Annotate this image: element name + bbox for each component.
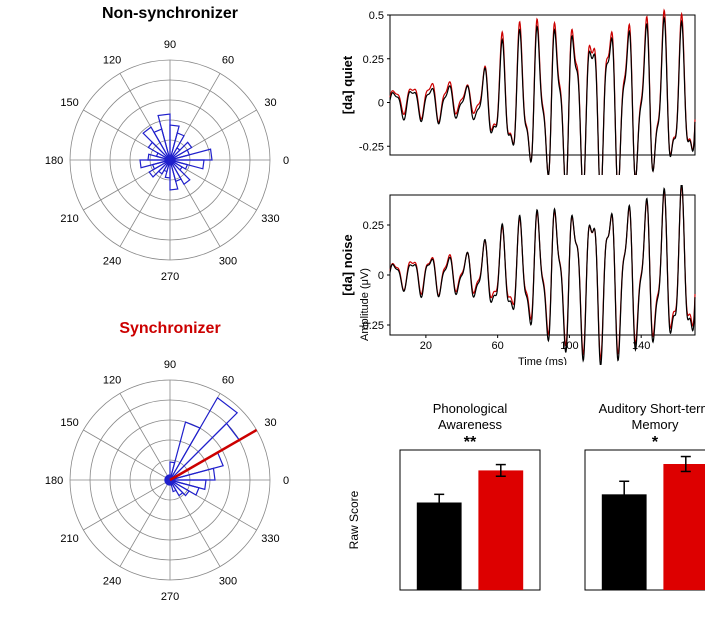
svg-text:120: 120 [103,55,121,67]
svg-text:240: 240 [103,575,121,587]
svg-text:Amplitude (μV): Amplitude (μV) [359,268,371,341]
svg-text:210: 210 [60,213,78,225]
svg-text:0.25: 0.25 [363,54,384,66]
svg-text:180: 180 [45,475,63,487]
svg-text:330: 330 [261,533,279,545]
svg-text:180: 180 [45,155,63,167]
svg-text:270: 270 [161,271,179,283]
svg-text:30: 30 [264,417,276,429]
svg-text:60: 60 [222,55,234,67]
svg-text:270: 270 [161,591,179,603]
svg-text:[da] noise: [da] noise [340,234,355,295]
svg-text:120: 120 [103,375,121,387]
svg-text:0.5: 0.5 [369,10,384,22]
svg-text:60: 60 [222,375,234,387]
waveform-noise: -0.2500.25[da] noise2060100140Time (ms)A… [340,185,705,365]
svg-text:0: 0 [283,155,289,167]
svg-text:240: 240 [103,255,121,267]
svg-text:140: 140 [632,340,650,352]
svg-text:60: 60 [492,340,504,352]
svg-text:300: 300 [219,255,237,267]
svg-text:90: 90 [164,359,176,371]
svg-text:-0.25: -0.25 [359,141,384,153]
svg-text:150: 150 [60,97,78,109]
svg-text:**: ** [464,434,477,451]
svg-text:0: 0 [283,475,289,487]
svg-text:Memory: Memory [632,417,679,432]
svg-text:150: 150 [60,417,78,429]
svg-text:Awareness: Awareness [438,417,503,432]
polar-sync: 0 30 60 90 120 150 180 210 240 270 300 330 [20,335,320,625]
waveform-quiet: -0.25 0 0.25 0.5 [da] quiet [340,5,705,175]
svg-text:0: 0 [378,270,384,282]
svg-text:30: 30 [264,97,276,109]
svg-text:90: 90 [164,39,176,51]
svg-text:300: 300 [219,575,237,587]
svg-text:Time (ms): Time (ms) [518,356,567,365]
svg-text:Phonological: Phonological [433,401,508,416]
svg-text:*: * [652,434,659,451]
svg-text:330: 330 [261,213,279,225]
polar-nonsync: 0 30 60 90 120 150 180 210 240 270 300 330 [20,20,320,290]
bar-charts: Raw Score PhonologicalAwareness ** Auditory… [340,395,705,633]
svg-text:0: 0 [378,98,384,110]
svg-text:20: 20 [420,340,432,352]
svg-text:[da] quiet: [da] quiet [340,55,355,114]
figure-root: Non-synchronizer 03060901201501802102402… [0,0,709,633]
svg-text:Auditory Short-term: Auditory Short-term [599,401,705,416]
svg-text:210: 210 [60,533,78,545]
svg-text:100: 100 [560,340,578,352]
svg-text:Raw Score: Raw Score [347,490,361,549]
svg-text:0.25: 0.25 [363,220,384,232]
